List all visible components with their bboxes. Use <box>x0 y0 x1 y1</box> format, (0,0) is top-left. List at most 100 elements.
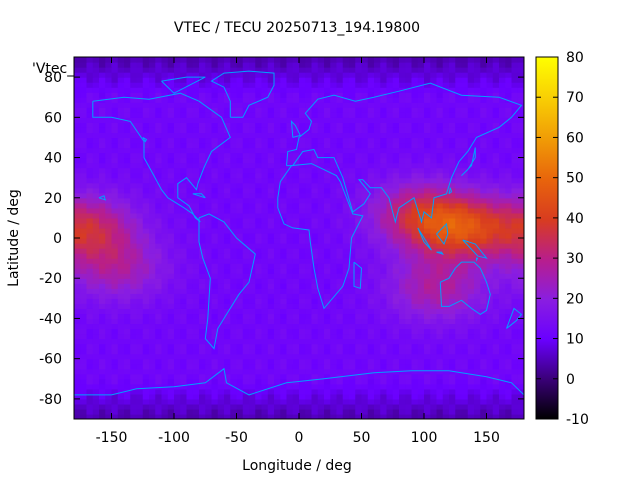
heatmap-cell <box>261 102 269 108</box>
heatmap-cell <box>292 358 300 365</box>
heatmap-cell <box>255 142 263 149</box>
heatmap-cell <box>480 253 488 259</box>
heatmap-cell <box>211 303 219 309</box>
heatmap-cell <box>167 308 175 315</box>
heatmap-cell <box>80 258 88 264</box>
heatmap-cell <box>274 92 281 98</box>
heatmap-cell <box>411 217 419 224</box>
heatmap-cell <box>286 117 294 123</box>
heatmap-cell <box>255 393 263 400</box>
heatmap-cell <box>199 363 206 370</box>
heatmap-cell <box>430 167 438 174</box>
heatmap-cell <box>211 142 219 149</box>
heatmap-cell <box>342 222 350 229</box>
heatmap-cell <box>430 232 438 239</box>
heatmap-cell <box>142 248 150 254</box>
heatmap-cell <box>211 112 219 118</box>
heatmap-cell <box>211 152 219 159</box>
heatmap-cell <box>280 258 288 264</box>
heatmap-cell <box>217 373 225 380</box>
heatmap-cell <box>167 243 175 249</box>
heatmap-cell <box>186 212 194 219</box>
heatmap-cell <box>80 393 88 400</box>
heatmap-cell <box>142 77 150 83</box>
heatmap-cell <box>449 152 456 159</box>
heatmap-cell <box>167 97 175 103</box>
heatmap-cell <box>211 268 219 274</box>
heatmap-cell <box>424 127 431 134</box>
heatmap-cell <box>380 253 388 259</box>
heatmap-cell <box>392 338 400 345</box>
heatmap-cell <box>342 338 350 345</box>
heatmap-cell <box>130 117 138 123</box>
heatmap-cell <box>255 212 263 219</box>
heatmap-cell <box>499 227 506 234</box>
heatmap-cell <box>86 102 94 108</box>
heatmap-cell <box>117 92 125 98</box>
heatmap-cell <box>505 358 513 365</box>
heatmap-cell <box>267 212 275 219</box>
heatmap-cell <box>80 122 88 128</box>
heatmap-cell <box>149 127 156 134</box>
heatmap-cell <box>411 353 419 360</box>
heatmap-cell <box>211 248 219 254</box>
heatmap-cell <box>80 117 88 123</box>
heatmap-cell <box>436 328 444 335</box>
heatmap-cell <box>242 232 250 239</box>
heatmap-cell <box>342 97 350 103</box>
heatmap-cell <box>517 182 524 189</box>
heatmap-cell <box>86 408 94 415</box>
heatmap-cell <box>92 303 100 309</box>
heatmap-cell <box>392 147 400 154</box>
heatmap-cell <box>405 378 413 385</box>
heatmap-cell <box>480 192 488 199</box>
heatmap-cell <box>461 338 469 345</box>
heatmap-cell <box>180 348 188 355</box>
heatmap-cell <box>486 368 494 375</box>
heatmap-cell <box>486 263 494 269</box>
heatmap-cell <box>280 248 288 254</box>
heatmap-cell <box>105 147 113 154</box>
heatmap-cell <box>505 373 513 380</box>
heatmap-cell <box>111 162 119 169</box>
heatmap-cell <box>174 403 181 410</box>
heatmap-cell <box>249 388 256 395</box>
heatmap-cell <box>180 333 188 340</box>
heatmap-cell <box>86 87 94 93</box>
heatmap-cell <box>499 303 506 309</box>
heatmap-cell <box>192 187 200 194</box>
heatmap-cell <box>74 177 81 184</box>
heatmap-cell <box>399 268 406 274</box>
heatmap-cell <box>336 187 344 194</box>
heatmap-cell <box>117 227 125 234</box>
heatmap-cell <box>80 147 88 154</box>
heatmap-cell <box>480 152 488 159</box>
heatmap-cell <box>424 273 431 279</box>
heatmap-cell <box>274 303 281 309</box>
heatmap-cell <box>74 82 81 88</box>
heatmap-cell <box>142 217 150 224</box>
heatmap-cell <box>136 348 144 355</box>
heatmap-cell <box>417 248 425 254</box>
heatmap-cell <box>361 353 369 360</box>
heatmap-cell <box>505 398 513 405</box>
heatmap-cell <box>180 338 188 345</box>
heatmap-cell <box>455 268 463 274</box>
heatmap-cell <box>455 413 463 419</box>
heatmap-cell <box>374 298 381 304</box>
heatmap-cell <box>199 378 206 385</box>
heatmap-cell <box>142 222 150 229</box>
heatmap-cell <box>442 298 450 304</box>
heatmap-cell <box>392 217 400 224</box>
heatmap-cell <box>517 243 524 249</box>
heatmap-cell <box>424 313 431 320</box>
heatmap-cell <box>99 102 106 108</box>
heatmap-cell <box>242 288 250 294</box>
heatmap-cell <box>205 172 213 179</box>
heatmap-cell <box>105 333 113 340</box>
heatmap-cell <box>480 308 488 315</box>
heatmap-cell <box>130 232 138 239</box>
heatmap-cell <box>480 162 488 169</box>
heatmap-cell <box>474 348 481 355</box>
heatmap-cell <box>124 373 131 380</box>
